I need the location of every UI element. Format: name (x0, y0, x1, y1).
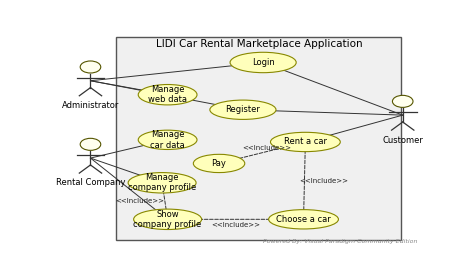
Circle shape (80, 138, 101, 150)
Text: <<Include>>: <<Include>> (116, 198, 164, 204)
Ellipse shape (128, 173, 196, 193)
Text: Customer: Customer (383, 136, 423, 145)
Text: <<Include>>: <<Include>> (299, 178, 348, 184)
Text: LIDI Car Rental Marketplace Application: LIDI Car Rental Marketplace Application (156, 39, 363, 49)
Text: Register: Register (226, 105, 260, 114)
Text: Manage
car data: Manage car data (150, 130, 185, 150)
Text: Choose a car: Choose a car (276, 215, 331, 224)
Ellipse shape (271, 132, 340, 152)
Ellipse shape (138, 130, 197, 150)
Circle shape (80, 61, 101, 73)
Text: Powered By: Visual Paradigm Community Edition: Powered By: Visual Paradigm Community Ed… (263, 239, 418, 244)
FancyBboxPatch shape (116, 37, 401, 240)
Text: Manage
web data: Manage web data (148, 85, 187, 104)
Ellipse shape (230, 52, 296, 73)
Ellipse shape (193, 154, 245, 173)
Ellipse shape (210, 100, 276, 119)
Circle shape (392, 95, 413, 107)
Text: <<Include>>: <<Include>> (211, 222, 260, 228)
Text: Show
company profile: Show company profile (134, 210, 202, 229)
Ellipse shape (134, 209, 201, 230)
Text: Rental Company: Rental Company (56, 179, 125, 187)
Text: Administrator: Administrator (62, 101, 119, 110)
Text: Rent a car: Rent a car (284, 138, 327, 146)
Ellipse shape (269, 210, 338, 229)
Text: Manage
company profile: Manage company profile (128, 173, 196, 193)
Ellipse shape (138, 85, 197, 105)
Text: <<Include>>: <<Include>> (242, 145, 292, 151)
Text: Pay: Pay (211, 159, 227, 168)
Text: Login: Login (252, 58, 274, 67)
